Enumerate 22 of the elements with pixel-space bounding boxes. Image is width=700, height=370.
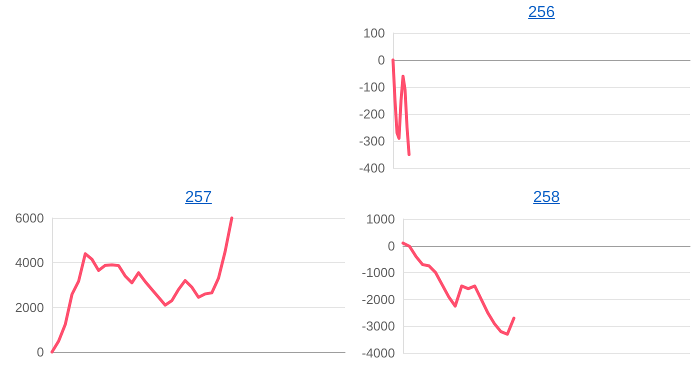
- chart-title: 257: [185, 189, 212, 207]
- y-tick-label: 6000: [15, 210, 44, 226]
- line-series: [392, 58, 411, 156]
- y-tick-label: -300: [358, 134, 385, 148]
- y-tick-label: -3000: [362, 318, 395, 334]
- y-tick-label: -200: [358, 106, 385, 122]
- y-tick-label: 0: [388, 238, 395, 254]
- y-tick-label: -400: [358, 160, 385, 176]
- y-tick-label: -2000: [362, 292, 395, 307]
- line-series: [50, 216, 234, 354]
- y-tick-label: 0: [36, 344, 44, 360]
- y-tick-label: 4000: [15, 255, 44, 270]
- line-series: [402, 242, 516, 336]
- y-tick-label: -1000: [362, 265, 395, 280]
- y-tick-label: -100: [358, 80, 385, 94]
- y-tick-label: -4000: [362, 346, 395, 360]
- chart-title: 256: [528, 4, 555, 22]
- y-tick-label: 1000: [366, 212, 395, 226]
- chart-title: 258: [533, 189, 560, 207]
- y-tick-label: 0: [378, 52, 385, 68]
- y-tick-label: 100: [363, 26, 385, 40]
- y-tick-label: 2000: [15, 300, 44, 315]
